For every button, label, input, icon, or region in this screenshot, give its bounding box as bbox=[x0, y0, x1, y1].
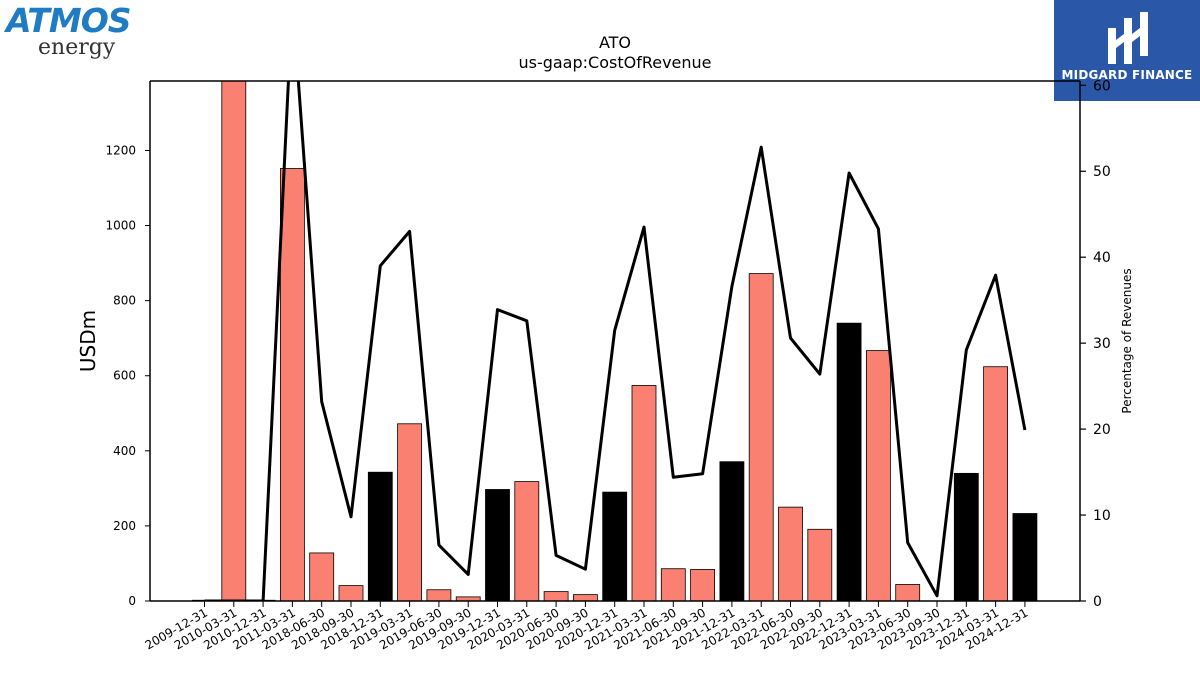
midgard-finance-text: MIDGARD FINANCE bbox=[1061, 68, 1193, 82]
bar-2019-06-30 bbox=[426, 589, 452, 601]
x-axis: 2009-12-312010-03-312010-12-312011-03-31… bbox=[143, 601, 1030, 652]
left-tick-label-600: 600 bbox=[113, 369, 136, 383]
right-tick-label-0: 0 bbox=[1093, 594, 1102, 610]
bar-2021-09-30 bbox=[690, 569, 715, 601]
right-tick-label-60: 60 bbox=[1093, 78, 1111, 94]
midgard-mark-icon bbox=[1108, 12, 1148, 64]
atmos-energy-logo: ATMOS energy bbox=[6, 1, 132, 60]
bar-2018-12-31 bbox=[367, 471, 393, 601]
chart-subtitle: us-gaap:CostOfRevenue bbox=[518, 53, 711, 72]
bar-2019-12-31 bbox=[485, 489, 510, 601]
bar-2020-09-30 bbox=[573, 594, 598, 601]
bar-2024-03-31 bbox=[983, 366, 1008, 601]
left-tick-label-800: 800 bbox=[113, 294, 136, 308]
bar-2022-03-31 bbox=[748, 273, 774, 601]
bar-2022-09-30 bbox=[807, 528, 833, 601]
chart-title: ATO bbox=[599, 33, 631, 52]
left-tick-label-1200: 1200 bbox=[105, 143, 136, 157]
right-tick-label-10: 10 bbox=[1093, 508, 1111, 524]
bar-2024-12-31 bbox=[1012, 513, 1038, 601]
bar-2018-09-30 bbox=[338, 585, 364, 601]
bar-2023-03-31 bbox=[866, 350, 891, 601]
bar-2022-06-30 bbox=[778, 506, 803, 601]
bar-2020-03-31 bbox=[514, 481, 540, 601]
bar-series bbox=[192, 81, 1038, 601]
left-y-axis: 0 200 400 600 800 1000 1200 bbox=[105, 143, 150, 608]
right-tick-label-30: 30 bbox=[1093, 336, 1111, 352]
bar-2023-12-31 bbox=[953, 472, 979, 601]
left-tick-label-1000: 1000 bbox=[105, 219, 136, 233]
bar-2021-12-31 bbox=[719, 461, 745, 601]
left-tick-label-400: 400 bbox=[113, 444, 136, 458]
bar-2019-03-31 bbox=[397, 423, 423, 601]
bar-2020-12-31 bbox=[602, 491, 628, 601]
left-tick-label-200: 200 bbox=[113, 519, 136, 533]
bar-2018-06-30 bbox=[309, 552, 335, 601]
bar-2011-03-31 bbox=[279, 168, 305, 601]
logo-wordmark-bottom: energy bbox=[38, 35, 116, 60]
bar-2022-12-31 bbox=[836, 322, 862, 601]
right-tick-label-50: 50 bbox=[1093, 164, 1111, 180]
bar-2023-06-30 bbox=[895, 584, 921, 601]
left-tick-label-0: 0 bbox=[128, 594, 136, 608]
bar-2021-03-31 bbox=[631, 385, 657, 601]
right-axis-label: Percentage of Revenues bbox=[1120, 268, 1134, 413]
percentage-line bbox=[204, 81, 1027, 601]
bar-2020-06-30 bbox=[543, 591, 569, 601]
bar-2021-06-30 bbox=[660, 568, 686, 601]
bar-2019-09-30 bbox=[455, 596, 481, 601]
right-y-axis: 0 10 20 30 40 50 60 bbox=[1080, 78, 1111, 610]
logo-wordmark-top: ATMOS bbox=[6, 1, 132, 40]
right-tick-label-40: 40 bbox=[1093, 250, 1111, 266]
line-series bbox=[204, 81, 1027, 601]
midgard-finance-logo: MIDGARD FINANCE bbox=[1054, 0, 1200, 101]
right-tick-label-20: 20 bbox=[1093, 422, 1111, 438]
left-axis-label: USDm bbox=[76, 310, 100, 372]
bar-2010-03-31 bbox=[221, 81, 247, 601]
